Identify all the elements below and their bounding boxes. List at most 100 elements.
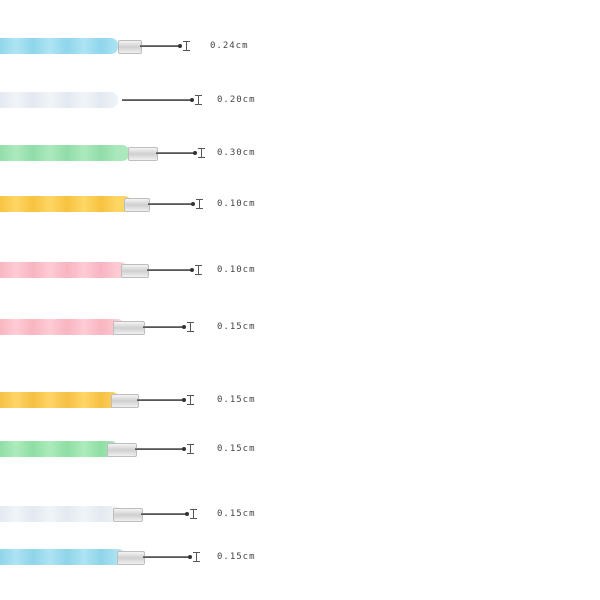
handle-segment (0, 392, 16, 408)
handle-segment (50, 506, 84, 522)
tool-ferrule (111, 394, 139, 408)
tip-size-label: 0.15cm (217, 509, 256, 519)
tip-size-label: 0.15cm (217, 552, 256, 562)
tool-ball-tip (182, 447, 186, 451)
tip-size-label: 0.24cm (210, 41, 249, 51)
dotting-tool: 0.15cm (0, 386, 600, 416)
tool-needle (141, 513, 187, 515)
handle-segment (16, 506, 50, 522)
dotting-tool: 0.10cm (0, 256, 600, 286)
handle-segment (16, 196, 50, 212)
tool-ball-tip (190, 268, 194, 272)
tip-size-label: 0.10cm (217, 265, 256, 275)
dotting-tool: 0.15cm (0, 313, 600, 343)
handle-segment (84, 392, 118, 408)
handle-segment (16, 319, 50, 335)
size-indicator (198, 148, 205, 158)
handle-segment (50, 196, 84, 212)
handle-segment (50, 392, 84, 408)
handle-segment (50, 92, 84, 108)
handle-segment (50, 262, 84, 278)
tip-size-label: 0.20cm (217, 95, 256, 105)
tip-size-label: 0.10cm (217, 199, 256, 209)
tool-handle (0, 392, 120, 408)
dotting-tool: 0.20cm (0, 86, 600, 116)
handle-segment (84, 38, 118, 54)
dotting-tool: 0.15cm (0, 435, 600, 465)
tool-ball-tip (178, 44, 182, 48)
size-indicator (195, 265, 202, 275)
size-indicator (187, 322, 194, 332)
tool-ball-tip (185, 512, 189, 516)
tool-ball-tip (191, 202, 195, 206)
handle-segment (0, 145, 16, 161)
tool-ball-tip (182, 325, 186, 329)
tip-size-label: 0.30cm (217, 148, 256, 158)
tool-handle (0, 92, 118, 108)
tool-handle (0, 441, 118, 457)
handle-segment (16, 262, 50, 278)
handle-segment (84, 92, 118, 108)
tool-ferrule (113, 508, 143, 522)
tool-ferrule (128, 147, 158, 161)
tool-ferrule (107, 443, 137, 457)
tool-needle (156, 152, 195, 154)
dotting-tool: 0.15cm (0, 500, 600, 530)
tool-needle (137, 399, 184, 401)
handle-segment (0, 441, 16, 457)
size-indicator (196, 199, 203, 209)
handle-segment (84, 319, 118, 335)
handle-segment (84, 549, 118, 565)
size-indicator (187, 395, 194, 405)
handle-segment (0, 262, 16, 278)
tool-needle (135, 448, 184, 450)
tool-needle (147, 269, 192, 271)
size-indicator (193, 552, 200, 562)
size-indicator (190, 509, 197, 519)
tool-handle (0, 145, 130, 161)
tip-size-label: 0.15cm (217, 322, 256, 332)
tool-ferrule (121, 264, 149, 278)
handle-segment (16, 38, 50, 54)
tool-handle (0, 196, 132, 212)
handle-segment (84, 196, 118, 212)
tool-handle (0, 506, 122, 522)
tool-handle (0, 38, 118, 54)
tool-needle (122, 99, 192, 101)
tool-ferrule (117, 551, 145, 565)
handle-segment (50, 319, 84, 335)
handle-segment (84, 506, 118, 522)
handle-segment (50, 145, 84, 161)
handle-segment (16, 441, 50, 457)
handle-segment (0, 92, 16, 108)
tool-needle (143, 556, 190, 558)
tool-handle (0, 549, 126, 565)
handle-segment (50, 549, 84, 565)
dotting-tool: 0.24cm (0, 32, 600, 62)
tool-ferrule (113, 321, 145, 335)
tool-needle (143, 326, 184, 328)
tip-size-label: 0.15cm (217, 395, 256, 405)
tool-ball-tip (188, 555, 192, 559)
tool-needle (140, 45, 180, 47)
size-indicator (195, 95, 202, 105)
dotting-tool: 0.15cm (0, 543, 600, 573)
tool-handle (0, 319, 125, 335)
handle-segment (50, 38, 84, 54)
tool-needle (148, 203, 193, 205)
handle-segment (16, 145, 50, 161)
tool-ferrule (118, 40, 142, 54)
dotting-tool: 0.10cm (0, 190, 600, 220)
handle-segment (0, 506, 16, 522)
tip-size-label: 0.15cm (217, 444, 256, 454)
handle-segment (50, 441, 84, 457)
size-indicator (183, 41, 190, 51)
tool-handle (0, 262, 128, 278)
handle-segment (16, 392, 50, 408)
handle-segment (0, 319, 16, 335)
tool-ball-tip (182, 398, 186, 402)
size-indicator (187, 444, 194, 454)
tool-ball-tip (190, 98, 194, 102)
handle-segment (84, 262, 118, 278)
